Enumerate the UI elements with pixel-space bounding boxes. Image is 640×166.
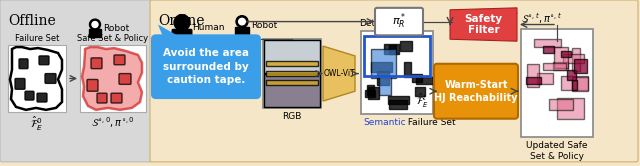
FancyBboxPatch shape [415, 87, 425, 96]
Text: Warm-Start
HJ Reachability: Warm-Start HJ Reachability [435, 80, 518, 103]
FancyBboxPatch shape [264, 74, 320, 107]
FancyBboxPatch shape [543, 63, 566, 70]
FancyBboxPatch shape [389, 45, 396, 54]
FancyBboxPatch shape [550, 99, 573, 110]
FancyBboxPatch shape [236, 27, 248, 35]
Text: Offline: Offline [8, 14, 56, 28]
FancyBboxPatch shape [263, 39, 321, 108]
Text: Human: Human [192, 23, 225, 32]
FancyBboxPatch shape [572, 48, 580, 71]
FancyBboxPatch shape [114, 55, 125, 65]
FancyBboxPatch shape [37, 93, 47, 102]
Text: Failure Set: Failure Set [15, 34, 59, 43]
FancyBboxPatch shape [375, 8, 423, 35]
Text: Robot: Robot [251, 21, 277, 30]
FancyBboxPatch shape [568, 70, 576, 80]
FancyBboxPatch shape [172, 29, 192, 45]
FancyBboxPatch shape [8, 45, 66, 112]
Text: Detection: Detection [359, 19, 403, 28]
FancyBboxPatch shape [91, 58, 102, 69]
FancyBboxPatch shape [561, 76, 588, 90]
FancyBboxPatch shape [572, 77, 588, 91]
FancyBboxPatch shape [543, 46, 554, 53]
FancyBboxPatch shape [97, 93, 107, 103]
Text: $\hat{\mathcal{F}}_E^0$: $\hat{\mathcal{F}}_E^0$ [30, 115, 44, 133]
FancyBboxPatch shape [266, 61, 318, 66]
Text: Failure Set: Failure Set [405, 118, 456, 127]
Text: $\hat{\mathcal{F}}_E^t$: $\hat{\mathcal{F}}_E^t$ [416, 92, 429, 110]
FancyBboxPatch shape [534, 39, 561, 47]
Circle shape [90, 19, 100, 30]
Circle shape [174, 15, 190, 30]
Circle shape [236, 16, 248, 27]
FancyBboxPatch shape [521, 29, 593, 137]
FancyBboxPatch shape [388, 96, 410, 104]
FancyBboxPatch shape [266, 71, 318, 76]
FancyBboxPatch shape [389, 100, 406, 109]
FancyBboxPatch shape [526, 78, 541, 84]
FancyBboxPatch shape [39, 56, 49, 65]
FancyBboxPatch shape [563, 54, 584, 63]
FancyBboxPatch shape [552, 62, 568, 70]
Text: Robot: Robot [103, 24, 129, 33]
FancyBboxPatch shape [361, 31, 433, 114]
Text: $\pi_R^*$: $\pi_R^*$ [392, 12, 406, 31]
Text: $\mathcal{S}^{\circ,0}, \pi^{\circ,0}$: $\mathcal{S}^{\circ,0}, \pi^{\circ,0}$ [91, 115, 135, 130]
FancyBboxPatch shape [572, 81, 577, 90]
FancyBboxPatch shape [557, 98, 584, 119]
FancyBboxPatch shape [574, 59, 588, 73]
Text: $\mathcal{S}^{\circ,t},\pi^{\circ,t}$: $\mathcal{S}^{\circ,t},\pi^{\circ,t}$ [478, 10, 519, 25]
FancyBboxPatch shape [266, 81, 318, 85]
FancyBboxPatch shape [150, 0, 638, 162]
FancyBboxPatch shape [371, 49, 396, 79]
Text: Semantic: Semantic [363, 118, 406, 127]
Circle shape [92, 22, 98, 28]
FancyBboxPatch shape [368, 87, 380, 99]
FancyBboxPatch shape [416, 78, 435, 84]
FancyBboxPatch shape [119, 74, 131, 84]
FancyBboxPatch shape [80, 45, 146, 112]
Polygon shape [158, 25, 184, 39]
FancyBboxPatch shape [537, 73, 553, 84]
FancyBboxPatch shape [412, 74, 422, 82]
FancyBboxPatch shape [404, 62, 411, 77]
FancyBboxPatch shape [367, 85, 374, 95]
Polygon shape [323, 46, 355, 101]
FancyBboxPatch shape [371, 62, 392, 72]
Text: Avoid the area
surrounded by
caution tape.: Avoid the area surrounded by caution tap… [163, 48, 249, 85]
FancyBboxPatch shape [151, 34, 261, 99]
FancyBboxPatch shape [561, 51, 571, 57]
Polygon shape [82, 47, 142, 110]
FancyBboxPatch shape [19, 59, 28, 69]
FancyBboxPatch shape [401, 41, 412, 51]
Text: Online: Online [158, 14, 205, 28]
Polygon shape [450, 8, 517, 41]
Text: Updated Safe
Set & Policy: Updated Safe Set & Policy [526, 141, 588, 161]
Text: Safety
Filter: Safety Filter [465, 14, 502, 35]
FancyBboxPatch shape [264, 40, 320, 73]
Circle shape [239, 18, 245, 25]
FancyBboxPatch shape [365, 90, 376, 97]
Text: OWL-ViT: OWL-ViT [323, 69, 355, 78]
FancyBboxPatch shape [377, 71, 389, 85]
Text: Safe Set & Policy: Safe Set & Policy [77, 34, 148, 43]
Text: $\mathcal{S}^{\circ,t},\pi^{\circ,t}$: $\mathcal{S}^{\circ,t},\pi^{\circ,t}$ [521, 11, 562, 26]
FancyBboxPatch shape [384, 44, 399, 54]
FancyBboxPatch shape [434, 64, 518, 119]
FancyBboxPatch shape [554, 47, 568, 68]
FancyBboxPatch shape [111, 93, 122, 103]
FancyBboxPatch shape [87, 80, 98, 91]
FancyBboxPatch shape [379, 76, 391, 95]
FancyBboxPatch shape [0, 0, 152, 162]
FancyBboxPatch shape [25, 91, 34, 100]
FancyBboxPatch shape [15, 79, 25, 89]
FancyBboxPatch shape [89, 29, 101, 37]
Text: RGB: RGB [282, 112, 301, 121]
FancyBboxPatch shape [527, 64, 539, 87]
FancyBboxPatch shape [45, 74, 56, 83]
